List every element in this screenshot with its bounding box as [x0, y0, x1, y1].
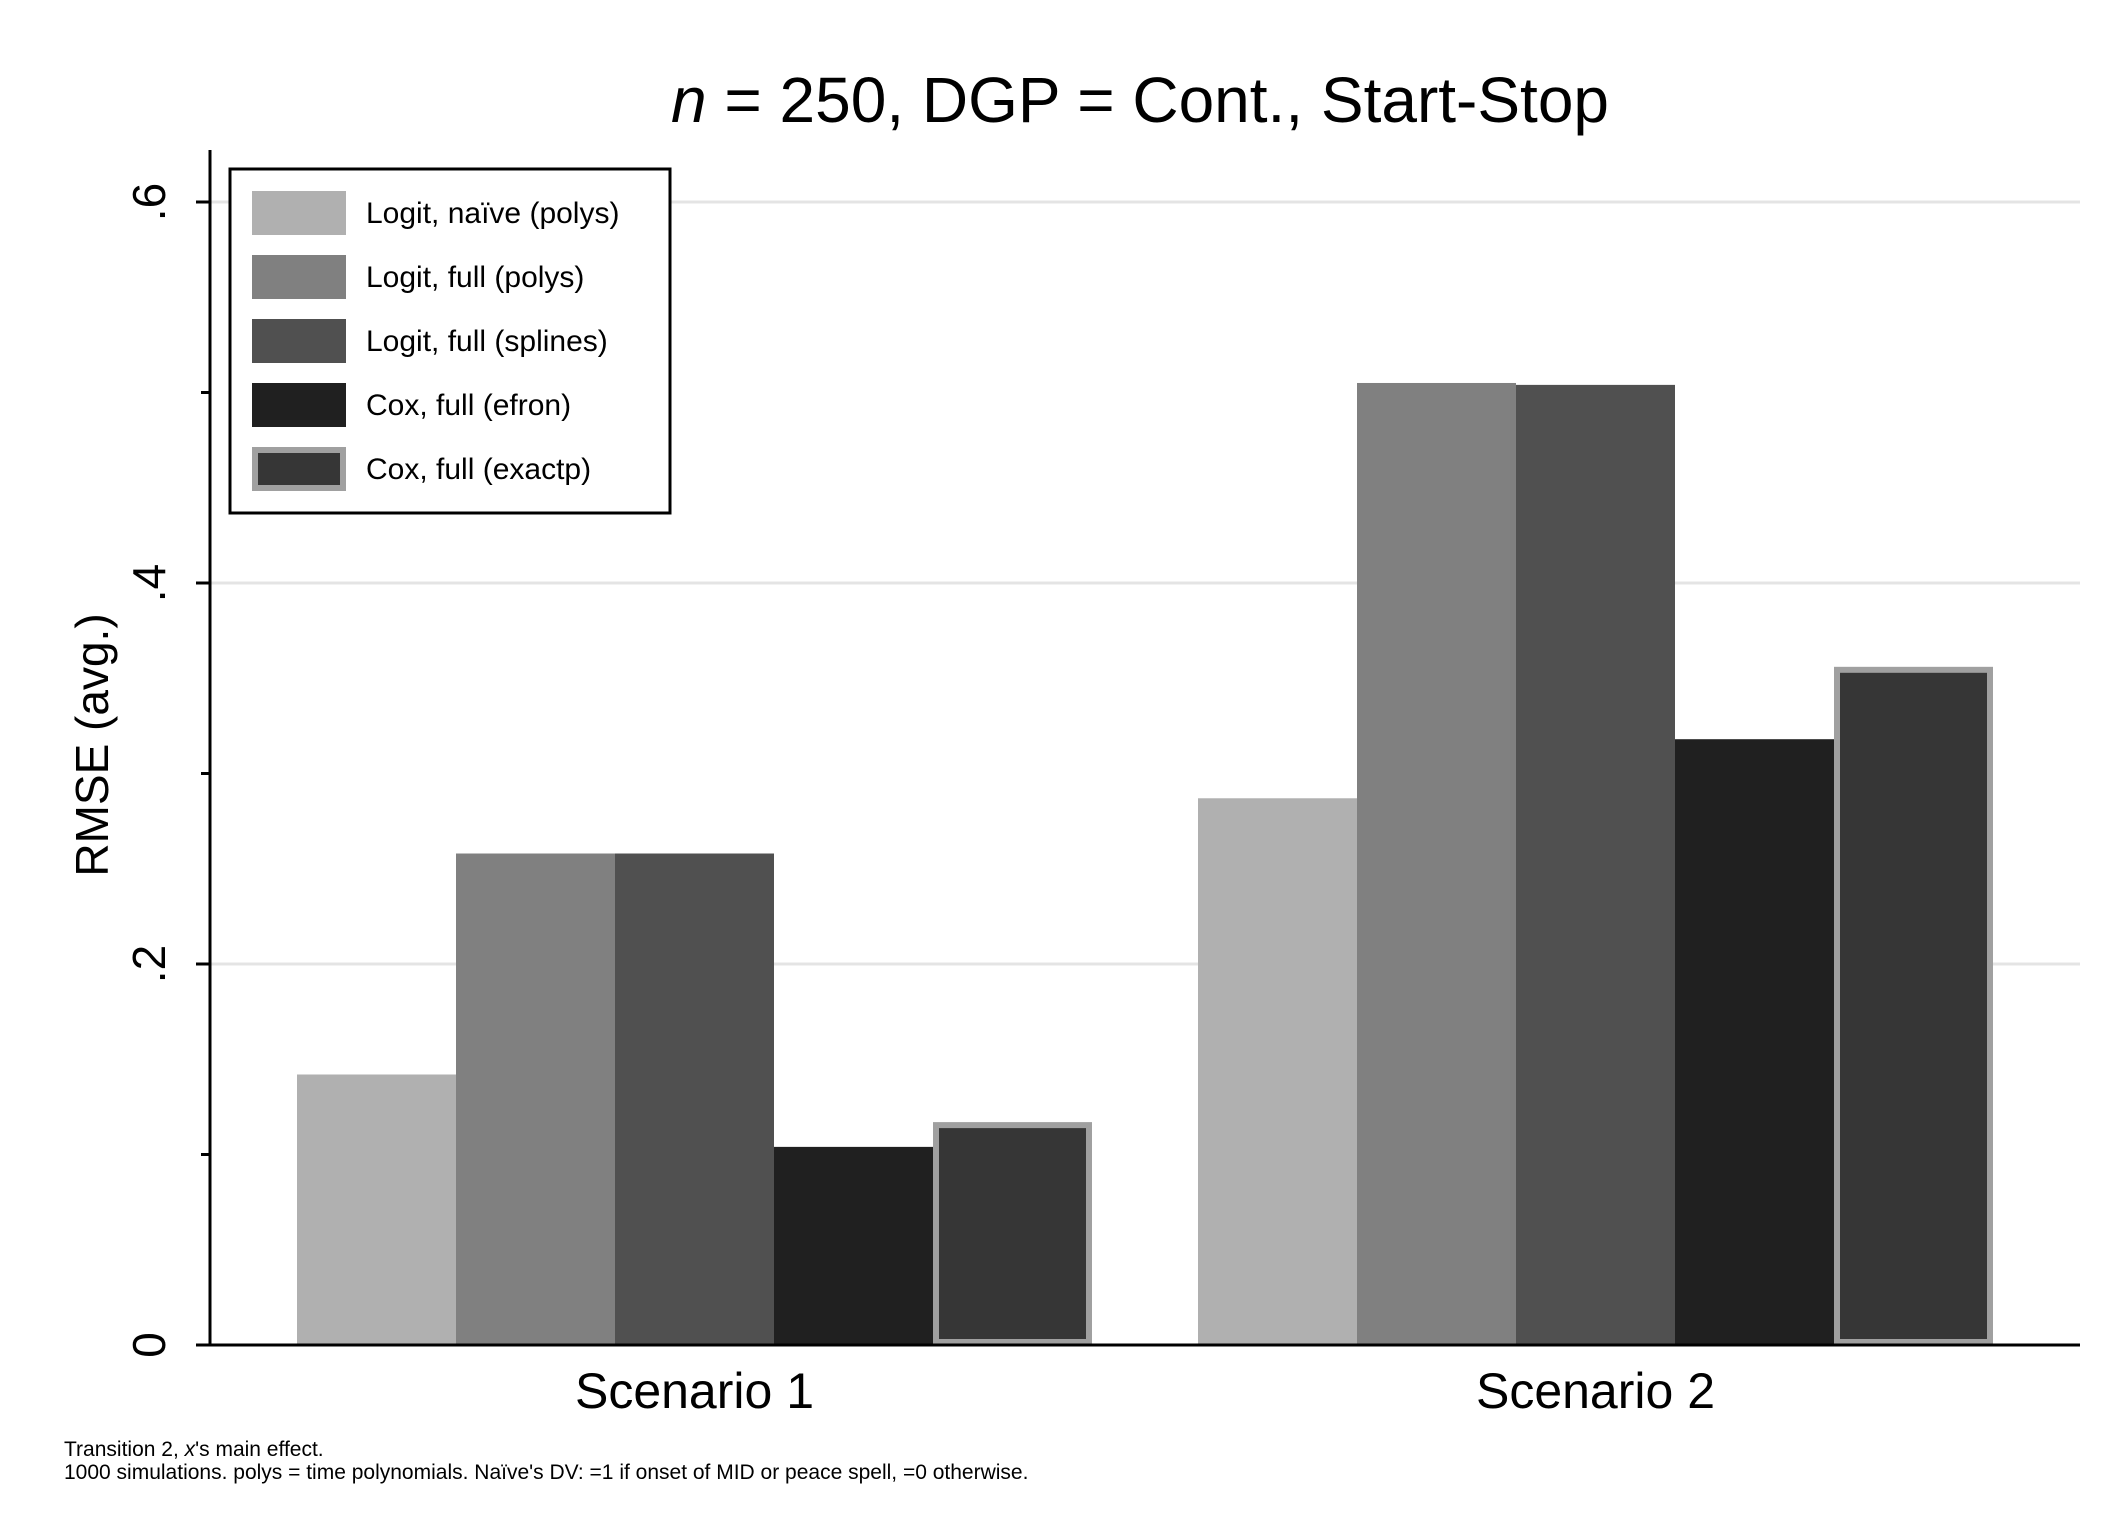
legend-label-3: Logit, full (splines)	[366, 325, 608, 358]
x-category-label-2: Scenario 2	[1476, 1363, 1715, 1419]
bar-3-2	[1516, 384, 1675, 1345]
bar-4-1	[774, 1146, 933, 1345]
bar-5-1	[933, 1122, 1092, 1345]
title-italic-n: n	[671, 64, 707, 136]
legend-label-5: Cox, full (exactp)	[366, 453, 591, 486]
note-line-1-italic: x	[184, 1438, 197, 1461]
note-line-2: 1000 simulations. polys = time polynomia…	[64, 1461, 1028, 1484]
bar-1-2	[1198, 798, 1357, 1345]
bar-3-1	[615, 853, 774, 1345]
legend-swatch-3	[252, 319, 346, 363]
note-line-1-prefix: Transition 2,	[64, 1438, 185, 1461]
bar-2-2	[1357, 382, 1516, 1346]
y-tick-label-0: 0	[123, 1332, 175, 1358]
bars	[297, 382, 1993, 1346]
note-line-1: Transition 2, x's main effect.	[64, 1438, 324, 1461]
legend-swatch-5	[252, 447, 346, 491]
legend-swatch-2	[252, 255, 346, 299]
chart-title: n = 250, DGP = Cont., Start-Stop	[671, 64, 1609, 136]
axes	[208, 150, 2080, 1347]
bar-2-1	[456, 853, 615, 1345]
y-axis-label: RMSE (avg.)	[66, 613, 118, 876]
bar-4-2	[1675, 739, 1834, 1345]
legend-swatch-1	[252, 191, 346, 235]
x-category-label-1: Scenario 1	[575, 1363, 814, 1419]
legend: Logit, naïve (polys) Logit, full (polys) L…	[228, 167, 672, 515]
title-rest: = 250, DGP = Cont., Start-Stop	[707, 64, 1609, 136]
legend-label-2: Logit, full (polys)	[366, 261, 584, 294]
legend-swatch-4	[252, 383, 346, 427]
x-category-labels: Scenario 1 Scenario 2	[575, 1363, 1715, 1419]
y-tick-label-1: .2	[123, 945, 175, 983]
y-tick-label-2: .4	[123, 564, 175, 602]
y-tick-label-3: .6	[123, 183, 175, 221]
bar-1-1	[297, 1074, 456, 1345]
note-line-1-suffix: 's main effect.	[195, 1438, 324, 1461]
legend-label-4: Cox, full (efron)	[366, 389, 571, 422]
y-ticks: 0 .2 .4 .6	[123, 183, 210, 1358]
legend-label-1: Logit, naïve (polys)	[366, 197, 619, 230]
bar-5-2	[1834, 666, 1993, 1345]
